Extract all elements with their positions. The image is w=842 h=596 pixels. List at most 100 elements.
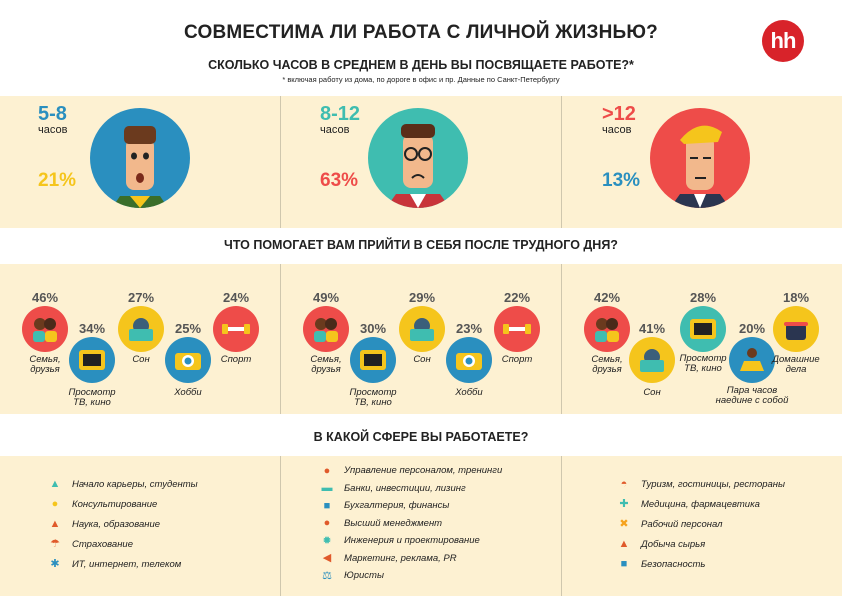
oil-rig-icon: ▲	[618, 538, 630, 550]
hours-range: 5-8	[38, 103, 67, 125]
activity-percent: 25%	[174, 321, 202, 336]
sleep-icon	[399, 306, 445, 352]
activity-percent: 20%	[738, 321, 766, 336]
list-item: ■ Бухгалтерия, финансы	[320, 497, 502, 515]
activity-percent: 42%	[593, 290, 621, 305]
family-icon	[303, 306, 349, 352]
activity-label: Просмотр ТВ, кино	[679, 353, 727, 374]
list-item: ✱ ИТ, интернет, телеком	[48, 554, 198, 574]
list-item: ● Консультирование	[48, 494, 198, 514]
activity-percent: 41%	[638, 321, 666, 336]
flask-icon: ▲	[49, 518, 61, 530]
family-icon	[584, 306, 630, 352]
avatar	[650, 108, 750, 208]
footnote: * включая работу из дома, по дороге в оф…	[282, 75, 560, 84]
hours-question: СКОЛЬКО ЧАСОВ В СРЕДНЕМ В ДЕНЬ ВЫ ПОСВЯЩ…	[208, 58, 634, 72]
gear-icon: ✹	[322, 534, 332, 547]
list-item: ■ Безопасность	[617, 554, 785, 574]
activity-label: Просмотр ТВ, кино	[349, 387, 397, 408]
list-item: ▲ Добыча сырья	[618, 538, 706, 550]
recovery-question: ЧТО ПОМОГАЕТ ВАМ ПРИЙТИ В СЕБЯ ПОСЛЕ ТРУ…	[224, 238, 618, 252]
list-item: ▲ Наука, образование	[49, 518, 161, 530]
list-item: ● Высший менеджмент	[320, 515, 502, 533]
activity-percent: 46%	[31, 290, 59, 305]
activity-label: Семья, друзья	[29, 354, 61, 375]
tv-icon	[350, 337, 396, 383]
activity-label: Хобби	[174, 387, 202, 398]
sleep-icon	[629, 337, 675, 383]
antenna-icon: ✱	[50, 558, 60, 570]
hours-percent: 21%	[38, 170, 77, 191]
avatar	[368, 108, 468, 208]
umbrella-icon: ☂	[50, 538, 60, 550]
hours-range: >12	[602, 103, 636, 125]
activity-label: Сон	[132, 354, 150, 365]
dumbbell-icon	[494, 306, 540, 352]
hours-unit: часов	[320, 124, 350, 136]
activity-label: Домашние дела	[772, 354, 820, 375]
hh-logo[interactable]: hh	[762, 20, 804, 62]
divider	[280, 456, 281, 596]
hours-unit: часов	[602, 124, 632, 136]
cloche-icon: ◓	[620, 478, 628, 490]
meditation-icon	[729, 337, 775, 383]
hours-range-block: 8-12 часов	[320, 104, 360, 136]
medkit-icon: ✚	[619, 498, 629, 510]
page-title: СОВМЕСТИМА ЛИ РАБОТА С ЛИЧНОЙ ЖИЗНЬЮ?	[184, 22, 658, 43]
industries-band	[0, 456, 842, 596]
activity-percent: 23%	[455, 321, 483, 336]
calculator-icon: ■	[323, 499, 331, 512]
lock-icon: ■	[620, 558, 628, 570]
hours-range: 8-12	[320, 103, 361, 125]
activity-percent: 22%	[503, 290, 531, 305]
activity-percent: 30%	[359, 321, 387, 336]
list-item: ✹ Инженерия и проектирование	[320, 532, 502, 550]
activity-percent: 18%	[782, 290, 810, 305]
industries-question: В КАКОЙ СФЕРЕ ВЫ РАБОТАЕТЕ?	[313, 430, 529, 444]
industry-list: ▲ Начало карьеры, студенты ● Консультирова…	[48, 474, 198, 574]
list-item: ● Управление персоналом, тренинги	[320, 462, 503, 480]
divider	[561, 456, 562, 596]
activity-label: Просмотр ТВ, кино	[68, 387, 116, 408]
activity-percent: 28%	[689, 290, 717, 305]
hours-range-block: 5-8 часов	[38, 104, 67, 136]
industry-list: ◓ Туризм, гостиницы, рестораны ✚ Медицина,…	[617, 474, 785, 574]
activity-percent: 27%	[127, 290, 155, 305]
activity-label: Сон	[643, 387, 661, 398]
activity-label: Спорт	[501, 354, 533, 365]
activity-label: Пара часов наедине с собой	[715, 385, 789, 406]
activity-percent: 29%	[408, 290, 436, 305]
list-item: ◓ Туризм, гостиницы, рестораны	[617, 474, 785, 494]
worried-man-icon	[386, 124, 450, 208]
list-item: ▲ Начало карьеры, студенты	[49, 478, 198, 490]
tv-icon	[69, 337, 115, 383]
industry-list: ● Управление персоналом, тренинги ▬ Банки,…	[320, 462, 503, 585]
list-item: ✖ Рабочий персонал	[617, 514, 785, 534]
activity-label: Семья, друзья	[310, 354, 342, 375]
tv-icon	[680, 306, 726, 352]
activity-label: Спорт	[220, 354, 252, 365]
manager-icon: ●	[323, 517, 331, 530]
list-item: ✚ Медицина, фармацевтика	[617, 494, 785, 514]
dumbbell-icon	[213, 306, 259, 352]
list-item: ☂ Страхование	[48, 534, 198, 554]
activity-percent: 24%	[222, 290, 250, 305]
cards-icon: ▬	[321, 482, 333, 495]
hours-range-block: >12 часов	[602, 104, 636, 136]
lightbulb-icon: ●	[51, 498, 59, 510]
family-icon	[22, 306, 68, 352]
hours-percent: 63%	[320, 170, 359, 191]
divider	[280, 264, 281, 414]
list-item: ◀ Маркетинг, реклама, PR	[320, 550, 502, 568]
sleep-icon	[118, 306, 164, 352]
graduation-cap-icon: ▲	[49, 478, 61, 490]
list-item: ⚖ Юристы	[320, 567, 502, 585]
activity-label: Хобби	[455, 387, 483, 398]
tired-man-icon	[670, 125, 730, 208]
avatar	[90, 108, 190, 208]
activity-percent: 34%	[78, 321, 106, 336]
activity-label: Семья, друзья	[591, 354, 623, 375]
divider	[561, 264, 562, 414]
camera-icon	[446, 337, 492, 383]
camera-icon	[165, 337, 211, 383]
